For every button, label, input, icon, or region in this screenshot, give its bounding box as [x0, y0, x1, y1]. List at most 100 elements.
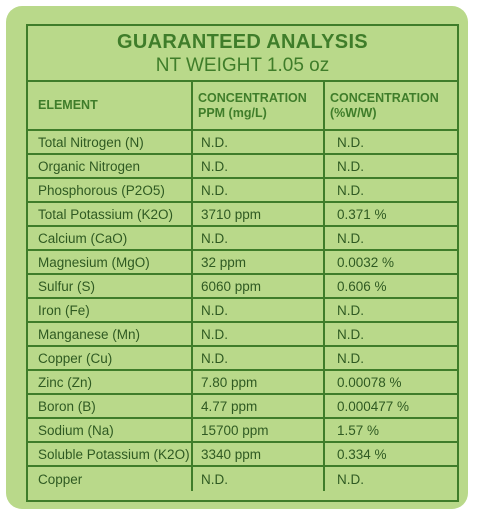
ppm-cell: N.D.: [201, 158, 228, 174]
table-row: Copper N.D. N.D.: [28, 467, 457, 491]
pct-cell-container: 0.00078 %: [325, 371, 457, 393]
ppm-cell-container: 7.80 ppm: [193, 371, 325, 393]
column-header-pct-cell: CONCENTRATION (%W/W): [325, 82, 457, 129]
ppm-cell-container: N.D.: [193, 227, 325, 249]
pct-cell: N.D.: [337, 326, 364, 342]
ppm-cell: N.D.: [201, 230, 228, 246]
ppm-cell-container: 6060 ppm: [193, 275, 325, 297]
pct-cell-container: 1.57 %: [325, 419, 457, 441]
pct-cell-container: N.D.: [325, 155, 457, 177]
table-row: Iron (Fe) N.D. N.D.: [28, 299, 457, 323]
pct-cell: 0.334 %: [337, 446, 387, 462]
pct-cell: N.D.: [337, 158, 364, 174]
pct-cell-container: N.D.: [325, 179, 457, 201]
table-row: Zinc (Zn) 7.80 ppm 0.00078 %: [28, 371, 457, 395]
ppm-cell-container: N.D.: [193, 179, 325, 201]
ppm-cell-container: 32 ppm: [193, 251, 325, 273]
element-cell: Manganese (Mn): [38, 326, 141, 342]
ppm-cell: N.D.: [201, 471, 228, 487]
element-cell: Iron (Fe): [38, 302, 90, 318]
table-row: Sulfur (S) 6060 ppm 0.606 %: [28, 275, 457, 299]
pct-cell-container: 0.0032 %: [325, 251, 457, 273]
element-cell-container: Phosphorous (P2O5): [28, 179, 193, 201]
element-cell-container: Sodium (Na): [28, 419, 193, 441]
element-cell-container: Organic Nitrogen: [28, 155, 193, 177]
pct-cell: N.D.: [337, 471, 364, 487]
pct-cell-container: 0.334 %: [325, 443, 457, 465]
element-cell: Magnesium (MgO): [38, 254, 150, 270]
ppm-cell: 6060 ppm: [201, 278, 262, 294]
ppm-cell: N.D.: [201, 302, 228, 318]
element-cell: Phosphorous (P2O5): [38, 182, 165, 198]
pct-cell: 0.371 %: [337, 206, 387, 222]
pct-cell: N.D.: [337, 230, 364, 246]
ppm-cell-container: N.D.: [193, 467, 325, 491]
column-header-element: ELEMENT: [38, 98, 98, 112]
table-row: Magnesium (MgO) 32 ppm 0.0032 %: [28, 251, 457, 275]
ppm-cell: 32 ppm: [201, 254, 247, 270]
ppm-cell-container: N.D.: [193, 323, 325, 345]
element-cell: Total Potassium (K2O): [38, 206, 174, 222]
element-cell-container: Total Potassium (K2O): [28, 203, 193, 225]
element-cell: Zinc (Zn): [38, 374, 92, 390]
guaranteed-analysis-table: GUARANTEED ANALYSIS NT WEIGHT 1.05 oz EL…: [26, 24, 459, 502]
pct-cell: 0.00078 %: [337, 374, 402, 390]
table-row: Boron (B) 4.77 ppm 0.000477 %: [28, 395, 457, 419]
pct-cell-container: 0.606 %: [325, 275, 457, 297]
element-cell: Calcium (CaO): [38, 230, 128, 246]
element-cell-container: Magnesium (MgO): [28, 251, 193, 273]
ppm-cell-container: 3710 ppm: [193, 203, 325, 225]
ppm-cell-container: 15700 ppm: [193, 419, 325, 441]
element-cell-container: Soluble Potassium (K2O): [28, 443, 193, 465]
pct-cell-container: N.D.: [325, 299, 457, 321]
pct-cell: 0.000477 %: [337, 398, 410, 414]
table-row: Copper (Cu) N.D. N.D.: [28, 347, 457, 371]
table-row: Sodium (Na) 15700 ppm 1.57 %: [28, 419, 457, 443]
ppm-cell-container: 4.77 ppm: [193, 395, 325, 417]
element-cell: Copper: [38, 471, 83, 487]
analysis-label-card: GUARANTEED ANALYSIS NT WEIGHT 1.05 oz EL…: [6, 6, 468, 509]
element-cell: Boron (B): [38, 398, 96, 414]
table-row: Soluble Potassium (K2O) 3340 ppm 0.334 %: [28, 443, 457, 467]
column-header-element-cell: ELEMENT: [28, 82, 193, 129]
table-body: Total Nitrogen (N) N.D. N.D. Organic Nitrog…: [28, 131, 457, 491]
table-header: GUARANTEED ANALYSIS NT WEIGHT 1.05 oz: [28, 26, 457, 82]
table-row: Total Nitrogen (N) N.D. N.D.: [28, 131, 457, 155]
pct-cell: N.D.: [337, 134, 364, 150]
pct-cell: N.D.: [337, 350, 364, 366]
pct-cell-container: N.D.: [325, 131, 457, 153]
pct-cell-container: N.D.: [325, 347, 457, 369]
table-row: Phosphorous (P2O5) N.D. N.D.: [28, 179, 457, 203]
column-header-pct: CONCENTRATION (%W/W): [330, 91, 439, 121]
table-row: Total Potassium (K2O) 3710 ppm 0.371 %: [28, 203, 457, 227]
ppm-cell-container: 3340 ppm: [193, 443, 325, 465]
element-cell-container: Manganese (Mn): [28, 323, 193, 345]
ppm-cell-container: N.D.: [193, 347, 325, 369]
pct-cell: 0.0032 %: [337, 254, 395, 270]
table-row: Organic Nitrogen N.D. N.D.: [28, 155, 457, 179]
pct-cell: N.D.: [337, 182, 364, 198]
ppm-cell-container: N.D.: [193, 131, 325, 153]
ppm-cell-container: N.D.: [193, 299, 325, 321]
net-weight: NT WEIGHT 1.05 oz: [155, 55, 330, 76]
column-header-row: ELEMENT CONCENTRATION PPM (mg/L) CONCENT…: [28, 82, 457, 131]
pct-cell-container: N.D.: [325, 227, 457, 249]
pct-cell-container: 0.000477 %: [325, 395, 457, 417]
ppm-cell: 7.80 ppm: [201, 374, 258, 390]
pct-cell: 1.57 %: [337, 422, 380, 438]
ppm-cell-container: N.D.: [193, 155, 325, 177]
ppm-cell: 15700 ppm: [201, 422, 269, 438]
column-header-ppm-cell: CONCENTRATION PPM (mg/L): [193, 82, 325, 129]
element-cell: Sulfur (S): [38, 278, 96, 294]
element-cell: Soluble Potassium (K2O): [38, 446, 190, 462]
ppm-cell: N.D.: [201, 350, 228, 366]
ppm-cell: N.D.: [201, 182, 228, 198]
ppm-cell: N.D.: [201, 134, 228, 150]
element-cell-container: Boron (B): [28, 395, 193, 417]
column-header-ppm: CONCENTRATION PPM (mg/L): [198, 91, 307, 121]
ppm-cell: N.D.: [201, 326, 228, 342]
element-cell-container: Copper (Cu): [28, 347, 193, 369]
pct-cell-container: 0.371 %: [325, 203, 457, 225]
element-cell-container: Copper: [28, 467, 193, 491]
element-cell: Organic Nitrogen: [38, 158, 141, 174]
